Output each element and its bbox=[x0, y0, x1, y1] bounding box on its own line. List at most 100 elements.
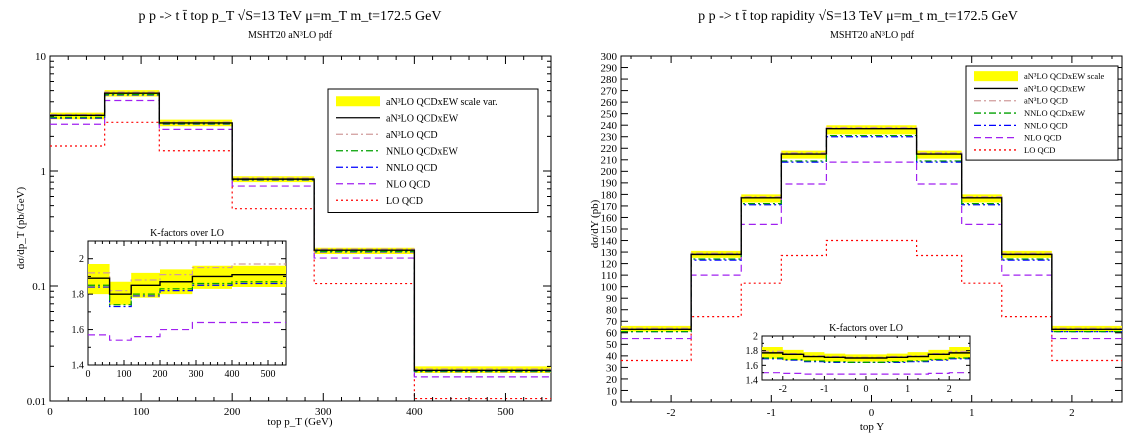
right-ytick-label-16: 160 bbox=[601, 212, 618, 224]
right-xtick-label-2: 0 bbox=[869, 407, 875, 419]
left-legend-label-2: NNLO QCDxEW bbox=[386, 146, 458, 157]
right-legend-label-1: aN³LO QCD bbox=[1024, 96, 1068, 106]
left-inset-xtick-label-5: 500 bbox=[261, 369, 276, 380]
right-ytick-label-4: 40 bbox=[606, 351, 618, 363]
right-ytick-label-9: 90 bbox=[606, 293, 618, 305]
right-ytick-label-21: 210 bbox=[601, 155, 618, 167]
left-ytick-label-1: 0.1 bbox=[32, 281, 46, 293]
right-series-2 bbox=[621, 134, 1122, 333]
right-inset-ytick-label-0: 1.4 bbox=[746, 376, 759, 387]
right-series-1 bbox=[621, 126, 1122, 329]
chart-left-subtitle: MSHT20 aN³LO pdf bbox=[248, 30, 333, 41]
right-inset-series-2 bbox=[762, 357, 970, 363]
chart-right-subtitle: MSHT20 aN³LO pdf bbox=[830, 30, 915, 41]
left-xtick-label-2: 200 bbox=[224, 406, 241, 418]
right-ytick-label-18: 180 bbox=[601, 189, 618, 201]
right-inset-xtick-label-1: -1 bbox=[820, 384, 828, 395]
chart-left-title: p p -> t t̄ top p_T √S=13 TeV μ=m_T m_t=… bbox=[139, 9, 442, 24]
left-legend-label-4: NLO QCD bbox=[386, 179, 430, 190]
left-inset-series-4 bbox=[88, 321, 286, 341]
left-inset-ytick-label-1: 1.6 bbox=[72, 325, 85, 336]
left-inset-xtick-label-0: 0 bbox=[86, 369, 91, 380]
right-series-5 bbox=[621, 239, 1122, 362]
chart-left-xlabel: top p_T (GeV) bbox=[267, 416, 333, 428]
left-inset-series-0 bbox=[88, 273, 286, 295]
right-legend-label-5: LO QCD bbox=[1024, 145, 1055, 155]
left-legend-label-1: aN³LO QCD bbox=[386, 130, 438, 141]
right-ytick-label-5: 50 bbox=[606, 339, 618, 351]
chart-left-plot: 0 100 200 300 400 500 0.01 0.1 1 10 aN³LO QCDxEW s… bbox=[27, 51, 552, 418]
right-legend-swatch-band bbox=[974, 71, 1018, 82]
left-ytick-label-0: 0.01 bbox=[27, 396, 46, 408]
right-ytick-label-24: 240 bbox=[601, 120, 618, 132]
right-inset-title: K-factors over LO bbox=[829, 323, 903, 334]
right-ytick-label-22: 220 bbox=[601, 143, 618, 155]
right-inset-xtick-label-2: 0 bbox=[864, 384, 869, 395]
right-ytick-label-23: 230 bbox=[601, 132, 618, 144]
chart-right-plot: -2 -1 0 1 2010203040506070809010011012013014… bbox=[601, 51, 1123, 419]
left-inset: 0 100 200 300 400 500 1.4 1.6 1.8 2 K-factors over… bbox=[72, 228, 287, 380]
right-ytick-label-0: 0 bbox=[612, 397, 618, 409]
right-inset-ytick-label-3: 2 bbox=[753, 332, 758, 343]
right-legend-label-band: aN³LO QCDxEW scale bbox=[1024, 71, 1105, 81]
left-inset-title: K-factors over LO bbox=[150, 228, 224, 239]
chart-right-ylabel: dσ/dY (pb) bbox=[589, 199, 601, 248]
right-ytick-label-10: 100 bbox=[601, 282, 618, 294]
chart-right-xlabel: top Y bbox=[860, 421, 884, 433]
left-legend-label-3: NNLO QCD bbox=[386, 163, 437, 174]
right-ytick-label-2: 20 bbox=[606, 374, 618, 386]
right-ytick-label-17: 170 bbox=[601, 201, 618, 213]
left-inset-series-2 bbox=[88, 281, 286, 306]
left-legend-label-0: aN³LO QCDxEW bbox=[386, 113, 459, 124]
left-inset-series-3 bbox=[88, 282, 286, 308]
right-series-0 bbox=[621, 127, 1122, 331]
right-ytick-label-13: 130 bbox=[601, 247, 618, 259]
right-legend-label-3: NNLO QCD bbox=[1024, 120, 1068, 130]
right-ytick-label-1: 10 bbox=[606, 385, 618, 397]
left-inset-xtick-label-2: 200 bbox=[153, 369, 168, 380]
right-inset-series-0 bbox=[762, 352, 970, 359]
left-series-0 bbox=[50, 92, 551, 371]
left-xtick-label-1: 100 bbox=[133, 406, 150, 418]
left-ytick-label-2: 1 bbox=[41, 166, 47, 178]
right-legend-label-4: NLO QCD bbox=[1024, 133, 1062, 143]
right-inset-xtick-label-4: 2 bbox=[947, 384, 952, 395]
left-xtick-label-5: 500 bbox=[497, 406, 514, 418]
left-xtick-label-3: 300 bbox=[315, 406, 332, 418]
right-inset-scale-band bbox=[762, 347, 970, 362]
right-legend-label-2: NNLO QCDxEW bbox=[1024, 108, 1085, 118]
right-inset: -2 -1 0 1 2 1.4 1.6 1.8 2 K-factors over LO bbox=[746, 323, 971, 395]
right-ytick-label-29: 290 bbox=[601, 62, 618, 74]
left-legend-swatch-band bbox=[336, 96, 380, 107]
left-inset-ytick-label-0: 1.4 bbox=[72, 361, 85, 372]
right-ytick-label-15: 150 bbox=[601, 224, 618, 236]
left-inset-ytick-label-3: 2 bbox=[79, 254, 84, 265]
left-xtick-label-0: 0 bbox=[47, 406, 53, 418]
left-xtick-label-4: 400 bbox=[406, 406, 423, 418]
right-ytick-label-6: 60 bbox=[606, 328, 618, 340]
right-inset-series-1 bbox=[762, 350, 970, 358]
right-ytick-label-20: 200 bbox=[601, 166, 618, 178]
left-inset-xtick-label-3: 300 bbox=[189, 369, 204, 380]
right-ytick-label-30: 300 bbox=[601, 51, 618, 63]
right-xtick-label-0: -2 bbox=[667, 407, 676, 419]
chart-right-title: p p -> t t̄ top rapidity √S=13 TeV μ=m_t… bbox=[698, 9, 1018, 24]
right-xtick-label-3: 1 bbox=[969, 407, 975, 419]
right-ytick-label-14: 140 bbox=[601, 235, 618, 247]
left-inset-xtick-label-4: 400 bbox=[225, 369, 240, 380]
right-ytick-label-7: 70 bbox=[606, 316, 618, 328]
right-inset-ytick-label-1: 1.6 bbox=[746, 361, 759, 372]
right-ytick-label-28: 280 bbox=[601, 74, 618, 86]
left-ytick-label-3: 10 bbox=[35, 51, 47, 63]
right-inset-ytick-label-2: 1.8 bbox=[746, 346, 759, 357]
chart-left-ylabel: dσ/dp_T (pb/GeV) bbox=[15, 186, 27, 269]
left-inset-xtick-label-1: 100 bbox=[117, 369, 132, 380]
right-ytick-label-19: 190 bbox=[601, 178, 618, 190]
right-inset-series-4 bbox=[762, 372, 970, 375]
right-ytick-label-12: 120 bbox=[601, 258, 618, 270]
right-xtick-label-4: 2 bbox=[1069, 407, 1075, 419]
right-ytick-label-26: 260 bbox=[601, 97, 618, 109]
right-inset-xtick-label-0: -2 bbox=[779, 384, 787, 395]
left-legend-label-band: aN³LO QCDxEW scale var. bbox=[386, 97, 498, 108]
